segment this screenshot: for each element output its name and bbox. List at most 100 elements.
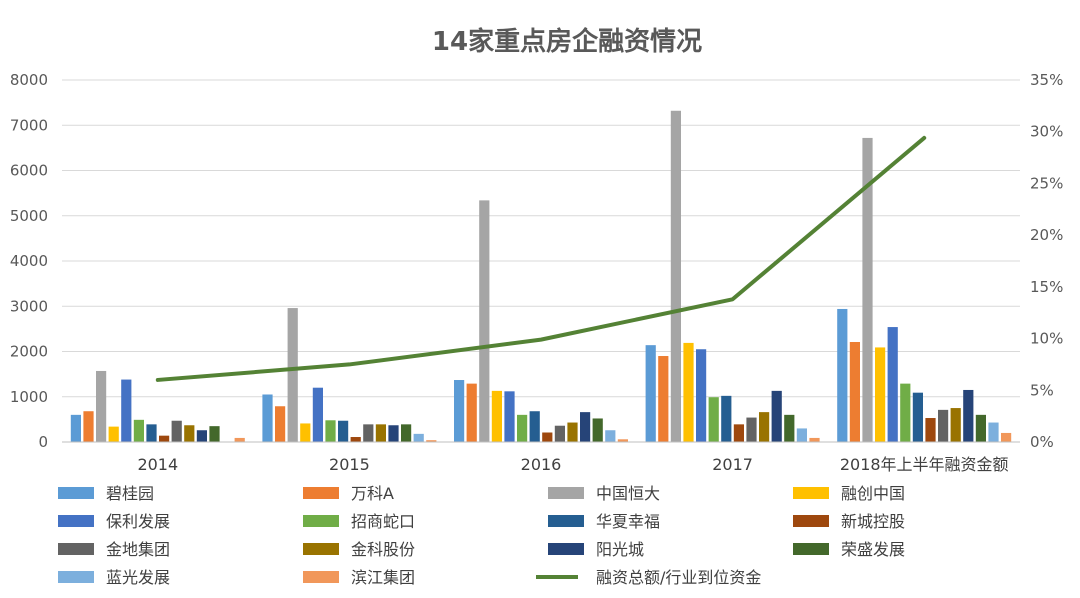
legend-swatch bbox=[303, 487, 339, 499]
y-tick-label: 6000 bbox=[10, 162, 48, 180]
bar-招商蛇口-2018年上半年融资金额 bbox=[900, 383, 911, 442]
bar-滨江集团-2017 bbox=[809, 437, 820, 442]
bar-荣盛发展-2018年上半年融资金额 bbox=[975, 414, 986, 442]
y-tick-label: 2000 bbox=[10, 343, 48, 361]
legend-label: 碧桂园 bbox=[106, 484, 154, 503]
legend-item: 保利发展 bbox=[58, 512, 170, 531]
bar-万科A-2016 bbox=[466, 383, 477, 442]
bar-阳光城-2017 bbox=[771, 390, 782, 442]
y2-tick-label: 35% bbox=[1030, 71, 1063, 89]
bar-中国恒大-2018年上半年融资金额 bbox=[862, 137, 873, 443]
legend-label: 万科A bbox=[351, 484, 394, 503]
y2-tick-label: 30% bbox=[1030, 123, 1063, 141]
y-tick-label: 1000 bbox=[10, 388, 48, 406]
legend-item: 融资总额/行业到位资金 bbox=[536, 568, 761, 587]
bar-金地集团-2017 bbox=[746, 417, 757, 442]
y2-tick-label: 20% bbox=[1030, 226, 1063, 244]
legend-swatch bbox=[548, 515, 584, 527]
bar-融创中国-2015 bbox=[300, 423, 311, 442]
legend-label: 滨江集团 bbox=[351, 568, 415, 587]
axes: 0 1000 2000 3000 4000 5000 6000 7000 8000 0% 5% 10%… bbox=[10, 71, 1064, 474]
legend-label: 蓝光发展 bbox=[106, 568, 170, 587]
bar-阳光城-2016 bbox=[580, 412, 591, 442]
bar-阳光城-2014 bbox=[196, 430, 207, 442]
bar-金地集团-2014 bbox=[171, 420, 182, 442]
bar-滨江集团-2016 bbox=[617, 439, 628, 442]
x-tick-label: 2014 bbox=[137, 455, 178, 474]
legend-label: 融资总额/行业到位资金 bbox=[596, 568, 761, 587]
bar-蓝光发展-2018年上半年融资金额 bbox=[988, 422, 999, 442]
bar-金科股份-2018年上半年融资金额 bbox=[950, 408, 961, 442]
legend-swatch bbox=[58, 487, 94, 499]
y2-tick-label: 10% bbox=[1030, 330, 1063, 348]
bar-金地集团-2018年上半年融资金额 bbox=[938, 409, 949, 442]
bar-招商蛇口-2017 bbox=[708, 397, 719, 442]
legend-swatch bbox=[548, 543, 584, 555]
bar-蓝光发展-2015 bbox=[413, 433, 424, 442]
legend-item: 新城控股 bbox=[793, 512, 905, 531]
legend-swatch bbox=[303, 571, 339, 583]
bar-金地集团-2016 bbox=[554, 425, 565, 442]
legend-swatch bbox=[303, 543, 339, 555]
bar-华夏幸福-2017 bbox=[721, 395, 732, 442]
bar-新城控股-2015 bbox=[350, 437, 361, 442]
bar-蓝光发展-2016 bbox=[605, 430, 616, 442]
legend-item: 中国恒大 bbox=[548, 484, 660, 503]
bar-滨江集团-2014 bbox=[234, 437, 245, 442]
legend-item: 阳光城 bbox=[548, 540, 644, 559]
bar-万科A-2015 bbox=[275, 406, 286, 442]
bar-滨江集团-2015 bbox=[426, 440, 437, 442]
chart-title: 14家重点房企融资情况 bbox=[432, 26, 702, 57]
bar-荣盛发展-2014 bbox=[209, 426, 220, 442]
y2-tick-label: 5% bbox=[1030, 381, 1054, 399]
bar-融创中国-2018年上半年融资金额 bbox=[875, 347, 886, 442]
bar-保利发展-2017 bbox=[696, 349, 707, 442]
line-series bbox=[155, 135, 927, 382]
bar-金科股份-2016 bbox=[567, 422, 578, 442]
legend-item: 华夏幸福 bbox=[548, 512, 660, 531]
legend-label: 荣盛发展 bbox=[841, 540, 905, 559]
legend-label: 新城控股 bbox=[841, 512, 905, 531]
y2-tick-label: 0% bbox=[1030, 433, 1054, 451]
bar-金科股份-2014 bbox=[184, 425, 195, 442]
bar-荣盛发展-2016 bbox=[592, 418, 603, 442]
y-tick-label: 7000 bbox=[10, 116, 48, 134]
bar-融创中国-2017 bbox=[683, 342, 694, 442]
y-tick-label: 5000 bbox=[10, 207, 48, 225]
legend-label: 金科股份 bbox=[351, 540, 415, 559]
legend-item: 招商蛇口 bbox=[303, 512, 415, 531]
bar-万科A-2014 bbox=[83, 411, 94, 442]
y-tick-label: 4000 bbox=[10, 252, 48, 270]
legend-label: 招商蛇口 bbox=[351, 512, 415, 531]
legend-item: 万科A bbox=[303, 484, 394, 503]
bar-保利发展-2015 bbox=[312, 387, 323, 442]
legend-swatch bbox=[58, 543, 94, 555]
legend-swatch bbox=[793, 515, 829, 527]
bar-华夏幸福-2016 bbox=[529, 411, 540, 442]
bar-新城控股-2017 bbox=[733, 424, 744, 442]
x-tick-label: 2017 bbox=[712, 455, 753, 474]
y-tick-label: 0 bbox=[38, 433, 48, 451]
bar-万科A-2017 bbox=[658, 356, 669, 442]
legend-swatch bbox=[793, 487, 829, 499]
grid-lines bbox=[62, 79, 1020, 443]
bar-荣盛发展-2015 bbox=[401, 424, 412, 442]
y2-tick-label: 25% bbox=[1030, 174, 1063, 192]
bar-保利发展-2016 bbox=[504, 391, 515, 442]
bars bbox=[70, 110, 1012, 443]
bar-新城控股-2018年上半年融资金额 bbox=[925, 418, 936, 442]
bar-金科股份-2015 bbox=[375, 424, 386, 442]
bar-阳光城-2015 bbox=[388, 425, 399, 442]
legend-item: 滨江集团 bbox=[303, 568, 415, 587]
y2-tick-label: 15% bbox=[1030, 278, 1063, 296]
bar-招商蛇口-2014 bbox=[133, 419, 144, 442]
legend-item: 荣盛发展 bbox=[793, 540, 905, 559]
bar-中国恒大-2014 bbox=[96, 370, 107, 442]
legend-item: 蓝光发展 bbox=[58, 568, 170, 587]
legend-swatch bbox=[58, 515, 94, 527]
bar-融创中国-2014 bbox=[108, 426, 119, 442]
line-融资总额/行业到位资金 bbox=[155, 135, 927, 382]
legend-swatch bbox=[303, 515, 339, 527]
